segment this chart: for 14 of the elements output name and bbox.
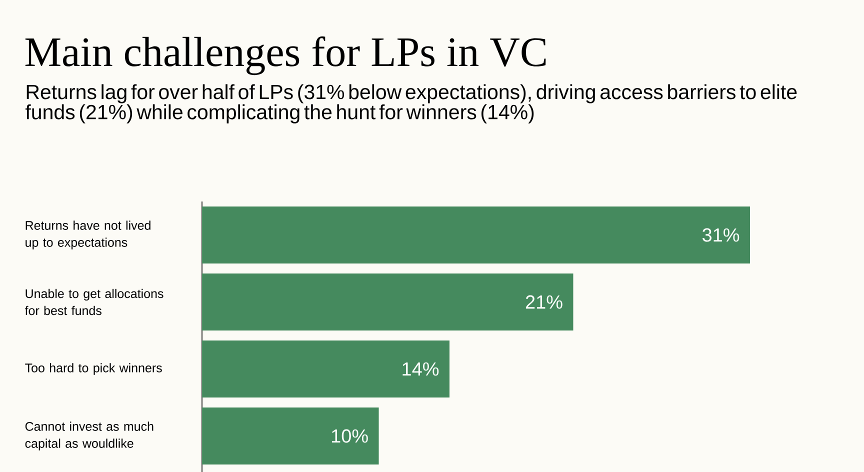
data-label: 31%	[702, 228, 740, 242]
bar	[202, 340, 450, 398]
y-tick-label: Unable to get allocations for best funds	[24, 288, 164, 316]
chart-subtitle: Returns lag for over half of LPs (31% below expectations), driving access barriers to elite funds (21%) while complicating the hunt for winners (14%)	[26, 84, 797, 124]
data-label: 10%	[332, 429, 368, 443]
y-tick-label: Too hard to pick winners	[25, 363, 162, 375]
bar	[202, 274, 574, 330]
y-tick-label: Returns have not lived up to expectations	[26, 220, 150, 250]
chart-title: Main challenges for LPs in VC	[25, 36, 546, 76]
data-label: 21%	[526, 295, 562, 309]
bar	[202, 206, 750, 264]
bar	[202, 408, 379, 464]
y-tick-label: Cannot invest as much capital as wouldlike	[25, 422, 154, 450]
data-label: 14%	[402, 362, 439, 376]
